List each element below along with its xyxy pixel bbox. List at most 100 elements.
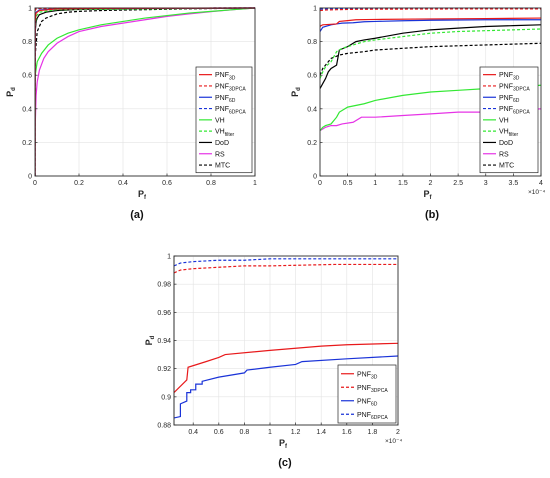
series-group [174,258,398,419]
series-line-mtc [35,7,255,177]
y-tick-label: 0.98 [157,282,171,289]
legend-label-vh: VH [499,117,509,124]
x-axis-label: Pf [279,438,288,450]
series-line-pnf-3d [320,17,541,27]
y-tick-label: 0.2 [22,140,32,147]
legend-box [337,364,397,424]
legend-label-pnf-3dpca: PNF3DPCA [215,83,246,92]
y-tick-label: 0.4 [22,106,32,113]
x-tick-label: 0.5 [343,180,353,187]
y-tick-label: 0.8 [22,39,32,46]
legend-label-pnf-6d: PNF6D [215,95,236,104]
panel-label: (a) [130,209,144,221]
x-axis-exponent: ×10⁻⁴ [528,189,545,196]
x-axis-label: Pf [423,189,432,201]
y-tick-label: 0 [28,174,32,181]
legend-label-dod: DoD [499,140,513,147]
x-tick-label: 1.4 [316,429,326,436]
x-tick-label: 0.4 [188,429,198,436]
panel-label: (b) [425,209,439,221]
x-tick-label: 0.8 [240,429,250,436]
legend-label-vh: VH [215,117,225,124]
y-tick-label: 0.6 [307,73,317,80]
x-tick-label: 0.2 [74,180,84,187]
y-tick-label: 0.96 [157,310,171,317]
legend: PNF3D PNF3DPCA PNF6D PNF6DPCA VH VHfilter DoD R… [479,66,539,174]
x-tick-label: 0 [318,180,322,187]
series-line-rs [320,108,541,132]
series-line-pnf-3d [174,342,398,394]
y-tick-label: 0.92 [157,366,171,373]
legend-label-pnf-3dpca: PNF3DPCA [499,83,530,92]
x-tick-label: 0.8 [206,180,216,187]
legend-label-dod: DoD [215,140,229,147]
x-tick-label: 1 [253,180,257,187]
chart-panel-2: 0 0.5 1 1.5 2 2.5 3 3.5 4 0 0.2 0.4 0.6 0.8 1 ×10⁻⁴ Pf Pd… [290,6,545,222]
legend-label-vh-filter: VHfilter [215,129,235,138]
x-tick-label: 3 [484,180,488,187]
legend: PNF3D PNF3DPCA PNF6D PNF6DPCA VH VHfilter DoD R… [195,66,253,174]
series-line-pnf-3dpca [320,8,541,12]
axes-frame [34,7,256,177]
x-tick-label: 0.6 [214,429,224,436]
x-tick-label: 1.5 [398,180,408,187]
y-tick-label: 0 [313,174,317,181]
x-tick-label: 1.8 [368,429,378,436]
x-tick-label: 2 [429,180,433,187]
series-line-rs [35,7,255,177]
legend-label-vh-filter: VHfilter [499,129,519,138]
y-axis-label: Pd [144,335,156,345]
legend-label-pnf-6dpca: PNF6DPCA [499,106,530,115]
series-line-pnf-6d [174,355,398,419]
x-tick-label: 1.6 [342,429,352,436]
legend-label-rs: RS [499,151,509,158]
series-line-vh-filter [320,28,541,79]
x-tick-label: 3.5 [509,180,519,187]
legend-label-mtc: MTC [215,163,230,170]
x-tick-label: 4 [539,180,543,187]
y-tick-label: 0.6 [22,73,32,80]
series-line-pnf-3dpca [174,263,398,274]
legend-label-pnf-3d: PNF3D [499,72,520,81]
y-tick-label: 0.88 [157,423,171,430]
legend-label-mtc: MTC [499,163,514,170]
series-line-pnf-6dpca [174,258,398,267]
series-line-mtc [320,42,541,76]
legend-label-pnf-3d: PNF3D [357,371,378,380]
series-line-pnf-6d [320,19,541,32]
series-line-vh-filter [35,7,255,177]
y-tick-label: 0.4 [307,106,317,113]
series-line-vh [320,84,541,132]
legend-label-pnf-6d: PNF6D [499,95,520,104]
y-tick-label: 1 [313,6,317,13]
legend-label-pnf-6dpca: PNF6DPCA [357,412,388,421]
x-tick-label: 2.5 [453,180,463,187]
series-group [320,7,541,132]
y-axis-label: Pd [5,87,17,97]
series-line-vh [35,7,255,177]
y-tick-label: 0.94 [157,338,171,345]
series-line-dod [320,24,541,89]
panel-label: (c) [278,457,292,469]
x-tick-label: 1 [373,180,377,187]
y-axis-label: Pd [290,87,302,97]
x-tick-label: 1.2 [291,429,301,436]
legend: PNF3D PNF3DPCA PNF6D PNF6DPCA [337,364,397,424]
x-tick-label: 0 [33,180,37,187]
y-tick-label: 0.9 [161,394,171,401]
x-tick-label: 1 [268,429,272,436]
y-tick-label: 1 [28,6,32,13]
chart-panel-1: 0 0.2 0.4 0.6 0.8 100.20.40.60.81PfPdPNF3DPNF… [5,6,257,222]
legend-label-pnf-3dpca: PNF3DPCA [357,385,388,394]
chart-panel-3: 0.4 0.6 0.8 1 1.2 1.4 1.6 1.8 2 0.88 0.9 0.92 0.94 0.… [144,254,402,470]
x-tick-label: 0.6 [162,180,172,187]
x-axis-label: Pf [138,189,147,201]
y-tick-label: 0.8 [307,39,317,46]
y-tick-label: 1 [167,254,171,261]
y-tick-label: 0.2 [307,140,317,147]
legend-label-pnf-6d: PNF6D [357,398,378,407]
legend-label-pnf-6dpca: PNF6DPCA [215,106,246,115]
legend-label-rs: RS [215,151,225,158]
x-axis-exponent: ×10⁻⁴ [385,438,402,445]
